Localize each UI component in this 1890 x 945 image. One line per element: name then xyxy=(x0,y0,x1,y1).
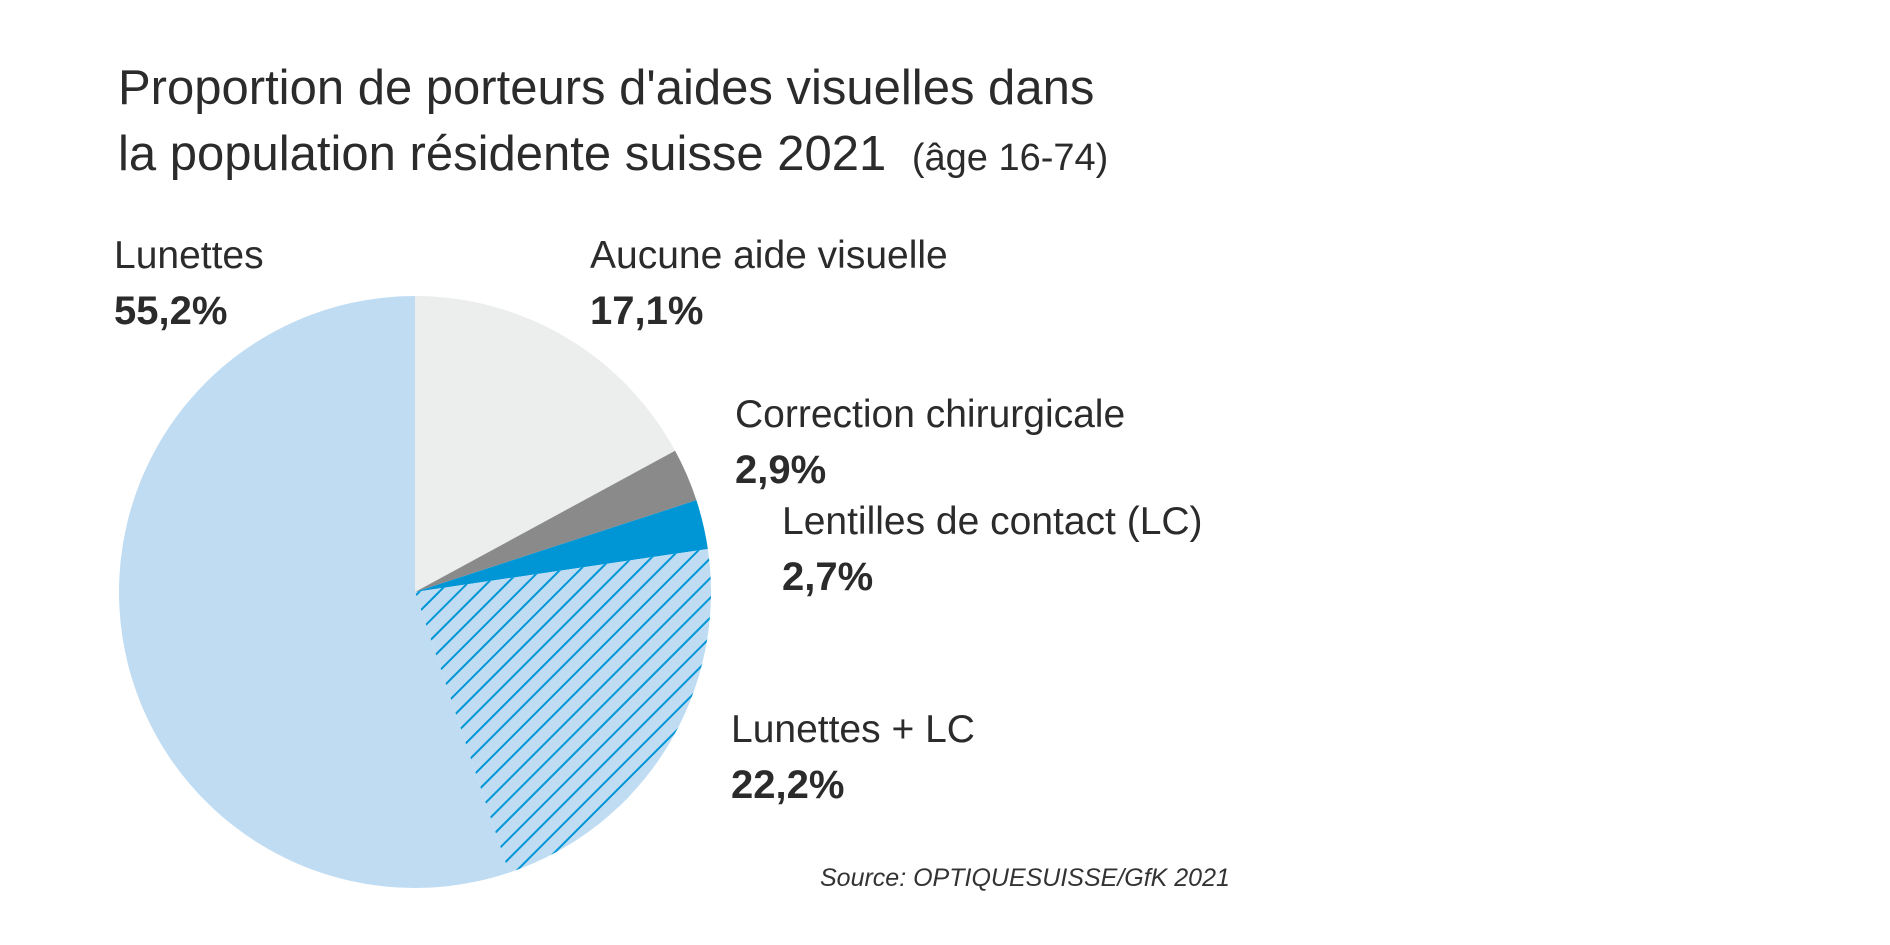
slice-value: 55,2% xyxy=(114,289,227,333)
slice-label-correction: Correction chirurgicale 2,9% xyxy=(735,393,1125,492)
slice-name: Lunettes + LC xyxy=(731,708,975,751)
slice-name: Correction chirurgicale xyxy=(735,393,1125,436)
chart-title-suffix: (âge 16-74) xyxy=(912,137,1108,179)
pie-slice-1 xyxy=(415,450,697,592)
chart-title-main: la population résidente suisse 2021 xyxy=(118,127,886,181)
chart-title-line2: la population résidente suisse 2021 (âge… xyxy=(118,127,1108,181)
slice-label-lunettes-lc: Lunettes + LC 22,2% xyxy=(731,708,975,807)
pie-slice-0 xyxy=(415,296,676,592)
slice-name: Lunettes xyxy=(114,234,264,277)
pie-slice-2 xyxy=(415,500,708,592)
source-note: Source: OPTIQUESUISSE/GfK 2021 xyxy=(820,864,1230,892)
slice-label-lentilles: Lentilles de contact (LC) 2,7% xyxy=(782,500,1203,599)
slice-value: 17,1% xyxy=(590,289,703,333)
slice-label-aucune: Aucune aide visuelle 17,1% xyxy=(590,234,948,333)
slice-name: Aucune aide visuelle xyxy=(590,234,948,277)
slice-name: Lentilles de contact (LC) xyxy=(782,500,1203,543)
slice-label-lunettes: Lunettes 55,2% xyxy=(114,234,264,333)
pie-slices xyxy=(119,296,711,888)
chart-title-line1: Proportion de porteurs d'aides visuelles… xyxy=(118,61,1094,115)
pie-slice-4 xyxy=(119,296,510,888)
pie-slice-3 xyxy=(415,548,711,873)
slice-value: 2,7% xyxy=(782,555,873,599)
slice-value: 22,2% xyxy=(731,763,844,807)
slice-value: 2,9% xyxy=(735,448,826,492)
